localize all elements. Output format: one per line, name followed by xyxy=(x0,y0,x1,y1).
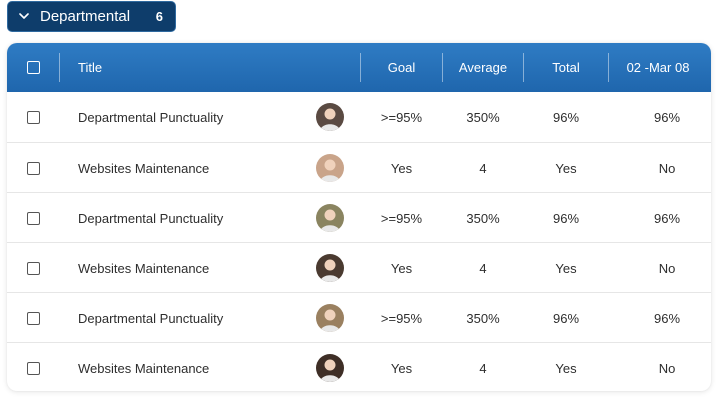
row-title: Departmental Punctuality xyxy=(78,210,224,226)
row-title: Departmental Punctuality xyxy=(78,310,224,326)
row-checkbox[interactable] xyxy=(27,311,40,325)
row-checkbox[interactable] xyxy=(27,161,40,175)
row-title: Websites Maintenance xyxy=(78,260,210,276)
column-header-goal[interactable]: Goal xyxy=(387,60,416,75)
table-row[interactable]: Websites Maintenance Yes 4 Yes No xyxy=(7,342,711,391)
row-avatar-cell xyxy=(316,92,344,142)
row-date-value: No xyxy=(658,260,676,276)
row-date-value: 96% xyxy=(653,210,681,226)
row-goal: Yes xyxy=(390,360,413,376)
row-avatar-cell xyxy=(316,243,344,293)
row-select-cell xyxy=(27,193,40,243)
row-average: 350% xyxy=(466,310,500,326)
row-date-value: 96% xyxy=(653,310,681,326)
row-total: Yes xyxy=(555,360,577,376)
column-divider xyxy=(608,53,609,82)
row-average: 350% xyxy=(466,109,500,125)
group-count-badge: 6 xyxy=(155,9,163,24)
column-header-title[interactable]: Title xyxy=(78,60,103,75)
row-goal: >=95% xyxy=(380,310,423,326)
person-avatar-icon[interactable] xyxy=(316,103,344,131)
row-date-value: 96% xyxy=(653,109,681,125)
row-checkbox[interactable] xyxy=(27,110,40,124)
row-total: 96% xyxy=(552,310,580,326)
table-row[interactable]: Departmental Punctuality >=95% 350% 96% 96% xyxy=(7,192,711,242)
row-total: Yes xyxy=(555,260,577,276)
person-avatar-icon[interactable] xyxy=(316,254,344,282)
group-toggle-departmental[interactable]: Departmental 6 xyxy=(7,1,176,32)
table-header: Title Goal Average Total 02 -Mar 08 xyxy=(7,43,711,92)
row-select-cell xyxy=(27,343,40,391)
column-divider xyxy=(523,53,524,82)
row-select-cell xyxy=(27,293,40,343)
row-total: 96% xyxy=(552,109,580,125)
row-avatar-cell xyxy=(316,193,344,243)
row-select-cell xyxy=(27,92,40,142)
row-average: 4 xyxy=(479,260,487,276)
chevron-down-icon xyxy=(17,10,31,24)
table-row[interactable]: Departmental Punctuality >=95% 350% 96% 96% xyxy=(7,92,711,142)
column-header-average[interactable]: Average xyxy=(458,60,508,75)
table-row[interactable]: Departmental Punctuality >=95% 350% 96% 96% xyxy=(7,292,711,342)
row-checkbox[interactable] xyxy=(27,261,40,275)
row-date-value: No xyxy=(658,360,676,376)
row-total: Yes xyxy=(555,160,577,176)
row-average: 4 xyxy=(479,160,487,176)
row-checkbox[interactable] xyxy=(27,211,40,225)
row-avatar-cell xyxy=(316,293,344,343)
column-divider xyxy=(442,53,443,82)
row-date-value: No xyxy=(658,160,676,176)
row-avatar-cell xyxy=(316,343,344,391)
row-average: 4 xyxy=(479,360,487,376)
column-divider xyxy=(360,53,361,82)
row-checkbox[interactable] xyxy=(27,361,40,375)
person-avatar-icon[interactable] xyxy=(316,304,344,332)
row-goal: Yes xyxy=(390,160,413,176)
select-all-checkbox[interactable] xyxy=(27,61,40,74)
select-all-cell xyxy=(27,43,40,92)
row-title: Websites Maintenance xyxy=(78,160,210,176)
row-goal: >=95% xyxy=(380,109,423,125)
row-average: 350% xyxy=(466,210,500,226)
row-title: Departmental Punctuality xyxy=(78,109,224,125)
table-row[interactable]: Websites Maintenance Yes 4 Yes No xyxy=(7,242,711,292)
group-name: Departmental xyxy=(40,8,131,25)
column-header-date[interactable]: 02 -Mar 08 xyxy=(626,60,690,75)
row-avatar-cell xyxy=(316,143,344,193)
person-avatar-icon[interactable] xyxy=(316,154,344,182)
row-title: Websites Maintenance xyxy=(78,360,210,376)
person-avatar-icon[interactable] xyxy=(316,204,344,232)
goals-table: Title Goal Average Total 02 -Mar 08 Depa… xyxy=(7,43,711,391)
column-header-total[interactable]: Total xyxy=(552,60,580,75)
table-row[interactable]: Websites Maintenance Yes 4 Yes No xyxy=(7,142,711,192)
row-total: 96% xyxy=(552,210,580,226)
row-goal: Yes xyxy=(390,260,413,276)
row-goal: >=95% xyxy=(380,210,423,226)
person-avatar-icon[interactable] xyxy=(316,354,344,382)
row-select-cell xyxy=(27,143,40,193)
row-select-cell xyxy=(27,243,40,293)
column-divider xyxy=(59,53,60,82)
